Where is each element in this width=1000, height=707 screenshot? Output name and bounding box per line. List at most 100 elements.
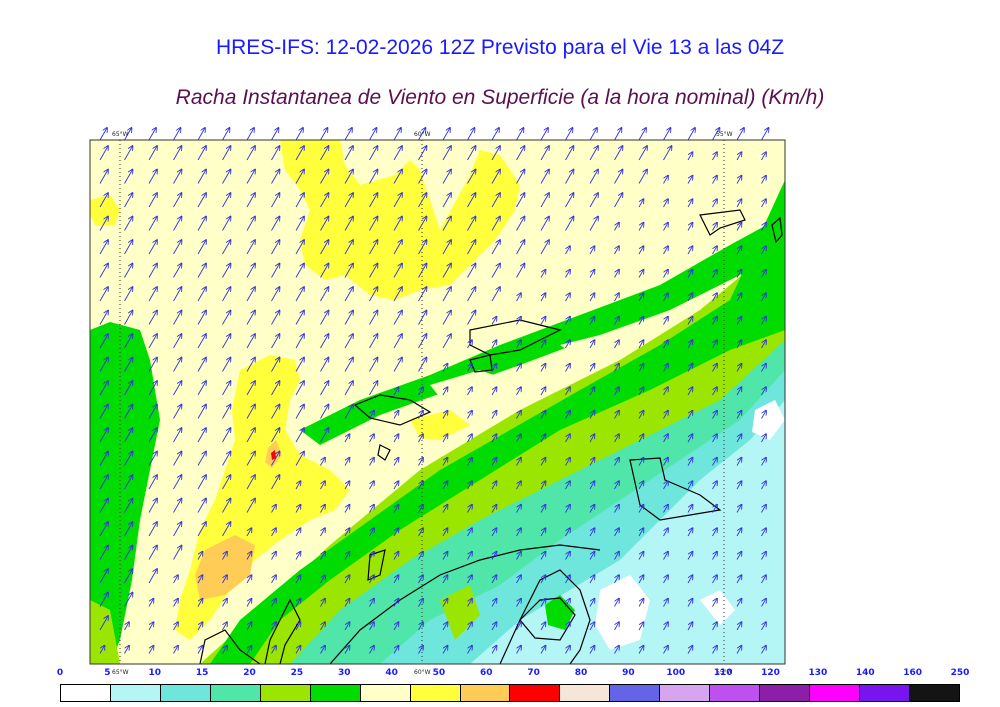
wind-arrow [589, 505, 595, 513]
wind-arrow [687, 152, 693, 161]
wind-arrow [638, 199, 644, 208]
wind-arrow [761, 128, 769, 141]
field-yellow-islet [410, 410, 470, 440]
wind-arrow [124, 428, 133, 443]
wind-arrow [418, 170, 427, 184]
wind-arrow [589, 128, 597, 141]
wind-arrow [467, 505, 473, 513]
legend-label: 70 [527, 668, 540, 678]
wind-arrow [761, 481, 767, 490]
wind-arrow [614, 552, 620, 560]
wind-arrow [516, 434, 522, 443]
legend-label: 100 [666, 668, 686, 678]
wind-arrow [148, 546, 157, 560]
wind-arrow [320, 217, 329, 231]
wind-arrow [565, 387, 571, 396]
wind-arrow [344, 599, 350, 607]
wind-arrow [99, 287, 108, 302]
wind-arrow [565, 481, 571, 490]
wind-arrow [418, 528, 424, 537]
wind-arrow [663, 411, 669, 419]
wind-arrow [565, 317, 571, 325]
wind-arrow [491, 411, 497, 419]
field-orange [195, 535, 255, 600]
legend-swatch [410, 685, 461, 701]
wind-arrow [736, 223, 742, 231]
wind-arrow [736, 505, 742, 513]
wind-arrow [467, 128, 475, 141]
wind-arrow [99, 405, 108, 419]
wind-arrow [467, 264, 476, 278]
legend-label: 250 [950, 668, 970, 678]
wind-arrow [687, 199, 693, 208]
wind-arrow [99, 193, 108, 208]
wind-arrow [614, 434, 620, 443]
wind-arrow [124, 381, 133, 396]
wind-arrow [295, 599, 301, 607]
wind-arrow [369, 240, 378, 255]
wind-arrow [222, 240, 231, 255]
wind-arrow [516, 411, 522, 419]
wind-arrow [148, 128, 156, 141]
wind-arrow [663, 505, 669, 513]
wind-arrow [393, 170, 402, 184]
wind-arrow [614, 146, 623, 161]
wind-arrow [271, 405, 280, 419]
wind-arrow [320, 428, 329, 443]
wind-arrow [442, 575, 448, 584]
wind-arrow [173, 546, 182, 560]
wind-arrow [614, 481, 620, 490]
wind-arrow [687, 293, 693, 302]
wind-arrow [295, 170, 304, 184]
wind-arrow [393, 387, 399, 396]
wind-arrow [197, 499, 206, 513]
wind-arrow [295, 128, 303, 141]
wind-arrow [589, 246, 595, 255]
wind-arrow [99, 381, 108, 396]
wind-arrow [173, 311, 182, 325]
wind-arrow [148, 146, 157, 161]
wind-arrow [99, 264, 108, 278]
wind-arrow [467, 528, 473, 537]
wind-arrow [687, 411, 693, 419]
wind-arrow [540, 317, 546, 325]
wind-arrow [491, 528, 497, 537]
wind-arrow [246, 475, 255, 490]
wind-arrow [124, 358, 133, 372]
wind-arrow [148, 287, 157, 302]
wind-arrow [540, 552, 546, 560]
wind-arrow [491, 146, 500, 161]
wind-arrow [442, 387, 448, 396]
wind-arrow [320, 146, 329, 161]
wind-arrow [99, 128, 107, 141]
wind-arrow [638, 458, 644, 466]
wind-arrow [516, 340, 522, 349]
wind-arrow [467, 217, 476, 231]
wind-arrow [246, 381, 255, 396]
wind-arrow [589, 193, 598, 208]
wind-arrow [663, 246, 669, 255]
bottom-lon-label-55w: 55°W [716, 669, 733, 676]
wind-arrow [369, 458, 375, 466]
field-red-spot [271, 450, 276, 460]
wind-arrow [540, 170, 549, 184]
wind-arrow [491, 264, 500, 278]
wind-arrow [246, 287, 255, 302]
wind-arrow [124, 311, 133, 325]
wind-arrow [638, 317, 644, 325]
wind-arrow [712, 128, 720, 141]
wind-arrow [197, 405, 206, 419]
wind-arrow [614, 599, 620, 607]
wind-arrow [638, 340, 644, 349]
wind-arrow [124, 546, 133, 560]
wind-arrow [246, 646, 252, 654]
wind-arrow [442, 505, 448, 513]
wind-arrow [516, 264, 525, 278]
wind-arrow [222, 646, 228, 654]
wind-arrow [565, 246, 571, 255]
wind-arrow [173, 575, 179, 584]
wind-arrow [246, 552, 252, 560]
wind-arrow [540, 575, 546, 584]
wind-arrow [271, 575, 277, 584]
